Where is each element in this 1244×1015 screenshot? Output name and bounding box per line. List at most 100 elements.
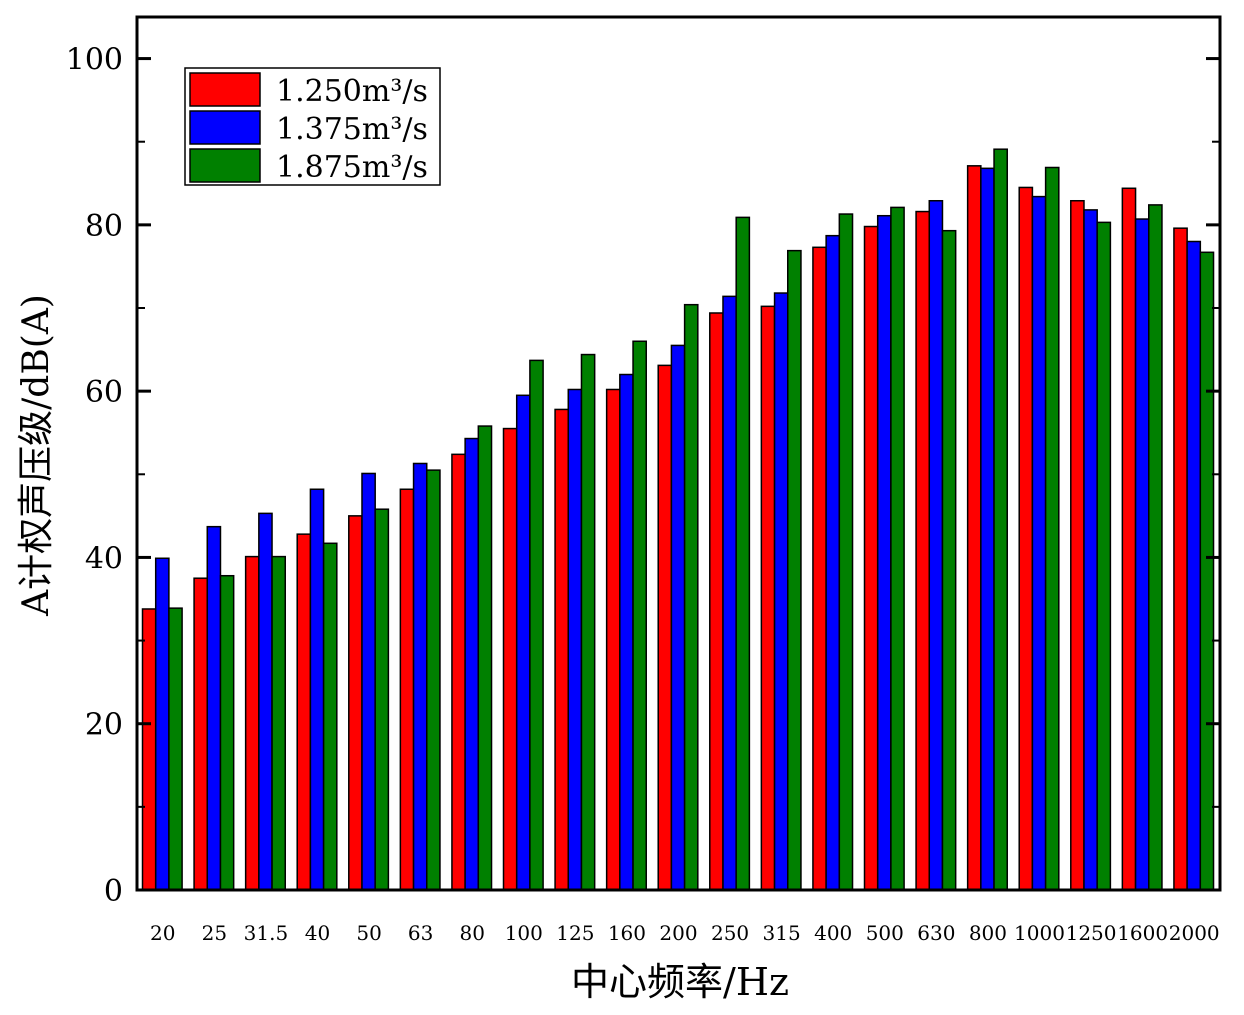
bar-1-200 (657, 364, 673, 891)
bar-1-63 (399, 488, 415, 891)
bar-2-2000 (1186, 240, 1202, 891)
bar-3-1250 (1096, 221, 1112, 891)
x-tick-label: 315 (763, 921, 801, 945)
bar-3-400 (838, 213, 854, 891)
bar-2-1250 (1083, 209, 1098, 891)
bar-3-25 (219, 574, 235, 891)
bar-2-50 (361, 472, 376, 891)
bar-3-80 (477, 425, 493, 891)
bar-3-1600 (1148, 204, 1163, 891)
x-tick-label: 100 (505, 921, 543, 945)
bar-3-40 (322, 542, 338, 891)
legend-label: 1.250m³/s (276, 74, 428, 109)
bar-1-800 (966, 165, 982, 891)
bar-1-25 (193, 577, 209, 891)
bar-3-630 (941, 229, 957, 891)
x-tick-label: 160 (608, 921, 646, 945)
x-axis-label: 中心频率/Hz (571, 960, 789, 1004)
x-tick-label: 500 (866, 921, 904, 945)
x-tick-label: 25 (202, 921, 227, 945)
legend-swatch (189, 72, 261, 107)
bar-1-20 (141, 608, 157, 891)
x-axis: 20 25 31.5 40 50 63 80 100 125 160 200 250 315 400 500… (150, 921, 1220, 945)
x-tick-label: 2000 (1169, 921, 1220, 945)
bar-2-1000 (1031, 195, 1047, 891)
bar-3-125 (580, 353, 596, 891)
bar-1-2000 (1173, 227, 1188, 891)
bar-2-400 (825, 234, 841, 891)
bar-2-800 (980, 167, 995, 891)
legend-swatch (189, 148, 261, 183)
bar-3-1000 (1044, 166, 1060, 891)
bar-1-160 (605, 388, 621, 891)
x-tick-label: 630 (917, 921, 955, 945)
bar-2-40 (309, 488, 325, 891)
bar-1-400 (812, 246, 827, 891)
bar-2-160 (619, 373, 634, 891)
bar-2-1600 (1134, 218, 1150, 891)
bar-2-315 (773, 292, 789, 891)
bar-2-630 (928, 199, 944, 891)
bar-2-20 (154, 557, 170, 891)
x-tick-label: 250 (711, 921, 749, 945)
bar-2-250 (722, 295, 737, 891)
bars-layer (141, 148, 1215, 891)
x-tick-label: 125 (556, 921, 594, 945)
x-tick-label: 80 (459, 921, 484, 945)
bar-3-160 (632, 340, 647, 891)
bar-2-63 (412, 462, 428, 891)
bar-2-100 (515, 394, 531, 891)
x-tick-label: 31.5 (244, 921, 289, 945)
x-tick-label: 1000 (1014, 921, 1065, 945)
bar-1-500 (863, 225, 879, 891)
x-tick-label: 50 (356, 921, 381, 945)
bar-3-63 (426, 469, 441, 891)
legend-swatch (189, 110, 261, 145)
bar-1-1000 (1018, 186, 1034, 891)
bar-3-100 (529, 359, 544, 891)
x-tick-label: 40 (305, 921, 330, 945)
bar-1-80 (451, 453, 466, 891)
legend-label: 1.875m³/s (276, 150, 428, 185)
x-tick-label: 200 (659, 921, 697, 945)
bar-1-100 (502, 427, 518, 891)
y-axis: 0 20 40 60 80 100 (66, 43, 1220, 909)
bar-3-2000 (1199, 251, 1215, 891)
bar-1-31.5 (244, 555, 260, 891)
bar-1-315 (760, 305, 776, 891)
bar-1-125 (554, 408, 570, 891)
bar-2-500 (876, 214, 892, 891)
bar-1-630 (915, 210, 931, 891)
x-tick-label: 800 (969, 921, 1007, 945)
bar-3-31.5 (271, 555, 286, 891)
bar-1-40 (296, 533, 312, 891)
bar-2-25 (206, 525, 222, 891)
y-tick-label: 40 (85, 541, 123, 576)
x-tick-label: 20 (150, 921, 175, 945)
legend-label: 1.375m³/s (276, 112, 428, 147)
bar-1-1250 (1070, 199, 1085, 891)
bar-2-125 (567, 388, 583, 891)
y-tick-label: 0 (104, 874, 123, 909)
bar-1-50 (348, 515, 363, 891)
bar-3-315 (787, 249, 802, 891)
x-tick-label: 1250 (1066, 921, 1117, 945)
bar-3-200 (683, 303, 699, 891)
y-tick-label: 20 (85, 708, 123, 743)
y-tick-label: 80 (85, 209, 123, 244)
y-tick-label: 100 (66, 43, 123, 78)
bar-1-1600 (1121, 187, 1137, 891)
bar-2-31.5 (258, 512, 273, 891)
x-tick-label: 1600 (1117, 921, 1168, 945)
y-axis-label: A计权声压级/dB(A) (16, 294, 57, 617)
bar-3-20 (168, 607, 183, 891)
x-tick-label: 63 (408, 921, 433, 945)
bar-2-80 (464, 437, 480, 891)
y-tick-label: 60 (85, 375, 123, 410)
x-tick-label: 400 (814, 921, 852, 945)
bar-3-250 (735, 216, 751, 891)
bar-2-200 (670, 344, 686, 891)
bar-3-500 (890, 206, 905, 891)
bar-3-50 (374, 508, 390, 891)
plot-frame (135, 15, 1222, 892)
